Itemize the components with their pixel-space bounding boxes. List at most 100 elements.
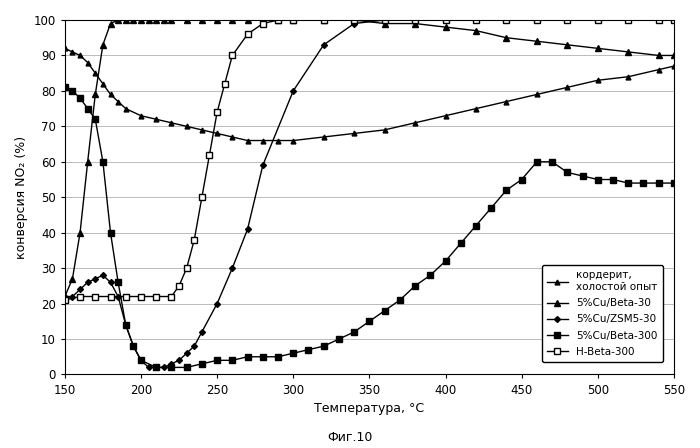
- H-Beta-300: [136, 294, 145, 299]
- кордерит,
холостой опыт: [136, 113, 145, 118]
- 5%Cu/Beta-30: [289, 17, 298, 23]
- 5%Cu/Beta-300: [609, 177, 617, 182]
- H-Beta-300: [350, 17, 358, 23]
- 5%Cu/Beta-300: [563, 170, 571, 175]
- 5%Cu/Beta-30: [99, 42, 107, 47]
- кордерит,
холостой опыт: [114, 99, 122, 104]
- 5%Cu/Beta-300: [106, 230, 115, 235]
- 5%Cu/Beta-30: [594, 46, 602, 51]
- 5%Cu/Beta-300: [114, 280, 122, 285]
- 5%Cu/ZSM5-30: [350, 21, 358, 26]
- 5%Cu/Beta-300: [304, 347, 313, 353]
- кордерит,
холостой опыт: [167, 120, 176, 125]
- 5%Cu/Beta-300: [122, 322, 130, 327]
- 5%Cu/Beta-300: [244, 354, 252, 359]
- 5%Cu/ZSM5-30: [160, 365, 168, 370]
- 5%Cu/ZSM5-30: [68, 294, 76, 299]
- кордерит,
холостой опыт: [380, 127, 389, 133]
- 5%Cu/Beta-30: [197, 17, 206, 23]
- кордерит,
холостой опыт: [91, 70, 99, 76]
- 5%Cu/ZSM5-30: [122, 322, 130, 327]
- 5%Cu/Beta-300: [411, 283, 419, 289]
- кордерит,
холостой опыт: [441, 113, 449, 118]
- H-Beta-300: [61, 297, 69, 303]
- H-Beta-300: [563, 17, 571, 23]
- H-Beta-300: [411, 17, 419, 23]
- 5%Cu/Beta-30: [319, 17, 328, 23]
- 5%Cu/ZSM5-30: [502, 17, 510, 23]
- 5%Cu/Beta-300: [395, 297, 404, 303]
- H-Beta-300: [441, 17, 449, 23]
- 5%Cu/ZSM5-30: [441, 17, 449, 23]
- H-Beta-300: [654, 17, 663, 23]
- 5%Cu/Beta-30: [167, 17, 176, 23]
- кордерит,
холостой опыт: [350, 131, 358, 136]
- 5%Cu/Beta-300: [258, 354, 267, 359]
- H-Beta-300: [228, 53, 237, 58]
- 5%Cu/ZSM5-30: [472, 17, 480, 23]
- 5%Cu/Beta-300: [350, 329, 358, 335]
- 5%Cu/Beta-300: [533, 159, 541, 164]
- 5%Cu/Beta-300: [426, 272, 435, 278]
- 5%Cu/Beta-30: [106, 21, 115, 26]
- H-Beta-300: [244, 31, 252, 37]
- 5%Cu/ZSM5-30: [197, 329, 206, 335]
- H-Beta-300: [670, 17, 678, 23]
- 5%Cu/ZSM5-30: [183, 350, 191, 356]
- 5%Cu/Beta-30: [654, 53, 663, 58]
- 5%Cu/Beta-300: [380, 308, 389, 313]
- 5%Cu/Beta-30: [258, 17, 267, 23]
- H-Beta-300: [106, 294, 115, 299]
- 5%Cu/ZSM5-30: [190, 344, 199, 349]
- 5%Cu/ZSM5-30: [670, 17, 678, 23]
- кордерит,
холостой опыт: [213, 131, 221, 136]
- H-Beta-300: [190, 237, 199, 242]
- H-Beta-300: [152, 294, 160, 299]
- 5%Cu/Beta-300: [136, 358, 145, 363]
- 5%Cu/Beta-300: [274, 354, 282, 359]
- 5%Cu/Beta-30: [228, 17, 237, 23]
- кордерит,
холостой опыт: [563, 85, 571, 90]
- 5%Cu/ZSM5-30: [144, 365, 153, 370]
- H-Beta-300: [472, 17, 480, 23]
- 5%Cu/Beta-300: [183, 365, 191, 370]
- 5%Cu/Beta-300: [213, 358, 221, 363]
- 5%Cu/Beta-30: [563, 42, 571, 47]
- 5%Cu/ZSM5-30: [91, 276, 99, 281]
- 5%Cu/ZSM5-30: [289, 88, 298, 94]
- 5%Cu/ZSM5-30: [83, 280, 92, 285]
- кордерит,
холостой опыт: [68, 49, 76, 55]
- 5%Cu/Beta-300: [130, 344, 138, 349]
- 5%Cu/Beta-30: [83, 159, 92, 164]
- 5%Cu/ZSM5-30: [213, 301, 221, 306]
- Text: Фиг.10: Фиг.10: [328, 431, 372, 444]
- 5%Cu/Beta-30: [152, 17, 160, 23]
- кордерит,
холостой опыт: [274, 138, 282, 143]
- 5%Cu/Beta-30: [183, 17, 191, 23]
- 5%Cu/Beta-300: [594, 177, 602, 182]
- H-Beta-300: [213, 109, 221, 115]
- кордерит,
холостой опыт: [61, 46, 69, 51]
- H-Beta-300: [220, 81, 229, 86]
- кордерит,
холостой опыт: [670, 64, 678, 69]
- 5%Cu/ZSM5-30: [152, 365, 160, 370]
- 5%Cu/Beta-30: [441, 24, 449, 30]
- кордерит,
холостой опыт: [594, 78, 602, 83]
- H-Beta-300: [122, 294, 130, 299]
- H-Beta-300: [289, 17, 298, 23]
- кордерит,
холостой опыт: [472, 106, 480, 111]
- 5%Cu/Beta-300: [456, 241, 465, 246]
- 5%Cu/Beta-30: [274, 17, 282, 23]
- кордерит,
холостой опыт: [533, 92, 541, 97]
- 5%Cu/ZSM5-30: [244, 227, 252, 232]
- 5%Cu/Beta-300: [83, 106, 92, 111]
- 5%Cu/Beta-30: [350, 17, 358, 23]
- 5%Cu/ZSM5-30: [175, 358, 183, 363]
- кордерит,
холостой опыт: [183, 124, 191, 129]
- 5%Cu/Beta-300: [548, 159, 556, 164]
- H-Beta-300: [502, 17, 510, 23]
- H-Beta-300: [258, 21, 267, 26]
- 5%Cu/ZSM5-30: [319, 42, 328, 47]
- кордерит,
холостой опыт: [76, 53, 84, 58]
- кордерит,
холостой опыт: [319, 134, 328, 140]
